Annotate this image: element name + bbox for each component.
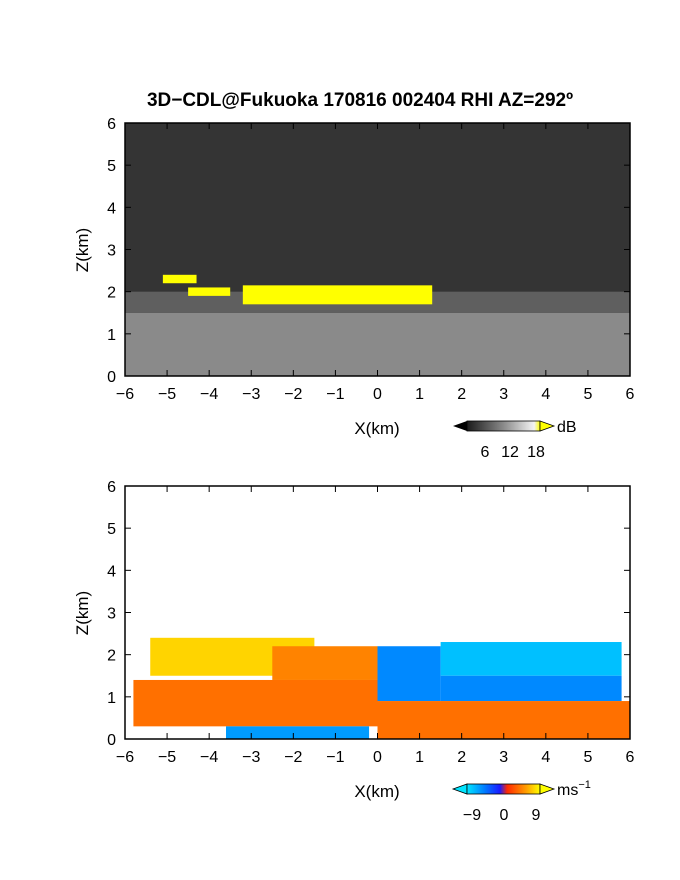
dop-ytick-label: 4 [107,563,116,580]
snr-y-ticks: 0 1 2 3 4 5 6 [107,116,630,386]
dop-ytick-label: 2 [107,648,116,665]
snr-x-axis-label: X(km) [354,419,399,438]
snr-ytick-label: 3 [107,243,116,260]
snr-xtick-label: 5 [583,386,592,403]
snr-region-1 [125,312,630,376]
dop-region-2 [133,679,378,727]
snr-colorbar-tick-6: 6 [481,444,490,461]
dop-ytick-label: 0 [107,732,116,749]
doppler-colorbar: ms−1 −9 0 9 [451,779,591,824]
dop-xtick-label: −1 [326,749,344,766]
dop-xtick-label: −3 [242,749,260,766]
snr-colorbar-bar [466,420,541,432]
snr-colorbar: dB 6 12 18 [453,419,577,461]
doppler-colorbar-unit: ms−1 [557,779,591,799]
snr-xtick-label: −2 [284,386,302,403]
dop-xtick-label: −2 [284,749,302,766]
snr-colorbar-tick-18: 18 [527,444,545,461]
snr-xtick-label: 0 [373,386,382,403]
dop-region-5 [440,642,622,676]
doppler-colorbar-bar [466,783,541,795]
doppler-cells [133,637,630,739]
snr-ytick-label: 1 [107,327,116,344]
doppler-colorbar-right-arrow [539,783,556,795]
snr-xtick-label: 1 [415,386,424,403]
dop-region-1 [272,646,378,680]
snr-xtick-label: −5 [158,386,176,403]
chart-title: 3D−CDL@Fukuoka 170816 002404 RHI AZ=292º [147,90,573,111]
snr-xtick-label: 3 [499,386,508,403]
doppler-colorbar-tick-minus9: −9 [463,807,481,824]
doppler-colorbar-tick-9: 9 [532,807,541,824]
dop-ytick-label: 6 [107,479,116,496]
snr-ytick-label: 0 [107,369,116,386]
snr-colorbar-right-arrow [539,420,556,432]
snr-y-axis-label: Z(km) [73,228,92,272]
dop-xtick-label: 0 [373,749,382,766]
dop-xtick-label: 1 [415,749,424,766]
dop-region-4 [377,646,441,702]
doppler-x-ticks: −6 −5 −4 −3 −2 −1 0 1 2 3 4 5 6 [116,486,635,766]
snr-xtick-label: −3 [242,386,260,403]
snr-xtick-label: −6 [116,386,134,403]
dop-xtick-label: 4 [541,749,550,766]
dop-xtick-label: 3 [499,749,508,766]
dop-ytick-label: 5 [107,521,116,538]
snr-region-3 [242,285,433,305]
dop-ytick-label: 1 [107,690,116,707]
doppler-y-ticks: 0 1 2 3 4 5 6 [107,479,630,749]
doppler-colorbar-tick-0: 0 [500,807,509,824]
dop-region-3 [226,726,370,739]
snr-colorbar-unit: dB [557,419,577,436]
snr-ytick-label: 5 [107,158,116,175]
dop-region-6 [440,675,622,702]
snr-region-4 [162,274,197,284]
snr-colorbar-left-arrow [453,421,467,431]
snr-cells [125,123,630,376]
dop-xtick-label: −4 [200,749,218,766]
snr-ytick-label: 2 [107,285,116,302]
snr-colorbar-tick-12: 12 [501,444,519,461]
dop-ytick-label: 3 [107,606,116,623]
doppler-colorbar-left-arrow [451,783,468,795]
snr-ytick-label: 4 [107,200,116,217]
dop-xtick-label: −6 [116,749,134,766]
doppler-colorbar-unit-base: ms [557,782,578,799]
doppler-x-axis-label: X(km) [354,782,399,801]
doppler-y-axis-label: Z(km) [73,591,92,635]
snr-region-5 [188,287,231,296]
dop-xtick-label: −5 [158,749,176,766]
snr-xtick-label: 6 [626,386,635,403]
snr-xtick-label: 4 [541,386,550,403]
doppler-colorbar-unit-exponent: −1 [578,779,591,791]
dop-xtick-label: 6 [626,749,635,766]
snr-ytick-label: 6 [107,116,116,133]
snr-x-ticks: −6 −5 −4 −3 −2 −1 0 1 2 3 4 5 6 [116,123,635,403]
snr-xtick-label: 2 [457,386,466,403]
snr-xtick-label: −1 [326,386,344,403]
dop-region-7 [377,701,630,739]
dop-xtick-label: 2 [457,749,466,766]
dop-xtick-label: 5 [583,749,592,766]
snr-xtick-label: −4 [200,386,218,403]
